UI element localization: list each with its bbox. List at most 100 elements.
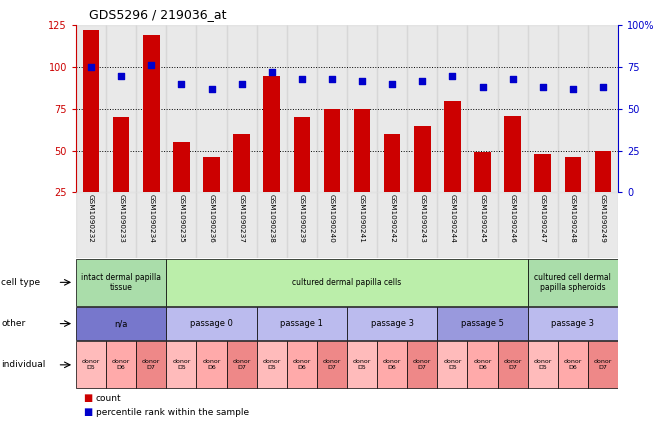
Bar <box>474 152 491 234</box>
Point <box>266 69 277 76</box>
Text: donor
D5: donor D5 <box>82 360 100 370</box>
Bar <box>527 192 558 258</box>
Bar <box>407 341 438 388</box>
Text: GSM1090247: GSM1090247 <box>540 194 546 243</box>
Bar <box>498 341 527 388</box>
Text: passage 5: passage 5 <box>461 319 504 328</box>
Text: percentile rank within the sample: percentile rank within the sample <box>96 407 249 417</box>
Bar <box>256 25 287 192</box>
Bar <box>256 308 347 340</box>
Bar <box>354 109 370 234</box>
Text: donor
D7: donor D7 <box>233 360 251 370</box>
Bar <box>595 151 611 234</box>
Bar <box>527 308 618 340</box>
Text: donor
D6: donor D6 <box>202 360 221 370</box>
Bar <box>106 341 136 388</box>
Bar <box>564 157 581 234</box>
Text: count: count <box>96 393 122 403</box>
Bar <box>203 157 220 234</box>
Point <box>387 80 397 87</box>
Point <box>116 72 126 79</box>
Bar <box>588 25 618 192</box>
Point <box>206 85 217 92</box>
Text: donor
D6: donor D6 <box>112 360 130 370</box>
Bar <box>76 341 106 388</box>
Text: GSM1090232: GSM1090232 <box>88 194 94 243</box>
Bar <box>167 341 196 388</box>
Bar <box>136 192 167 258</box>
Bar <box>293 117 310 234</box>
Text: passage 3: passage 3 <box>551 319 594 328</box>
Bar <box>414 126 430 234</box>
Bar <box>384 134 401 234</box>
Bar <box>76 25 106 192</box>
Bar <box>527 259 618 306</box>
Bar <box>76 308 167 340</box>
Text: other: other <box>1 319 26 328</box>
Text: n/a: n/a <box>114 319 128 328</box>
Bar <box>167 192 196 258</box>
Text: GSM1090238: GSM1090238 <box>269 194 275 243</box>
Text: GSM1090233: GSM1090233 <box>118 194 124 243</box>
Point <box>327 75 337 82</box>
Text: GSM1090236: GSM1090236 <box>208 194 215 243</box>
Bar <box>407 25 438 192</box>
Text: donor
D6: donor D6 <box>564 360 582 370</box>
Text: donor
D7: donor D7 <box>594 360 612 370</box>
Bar <box>317 192 347 258</box>
Bar <box>287 25 317 192</box>
Bar <box>143 36 159 234</box>
Text: GSM1090248: GSM1090248 <box>570 194 576 243</box>
Bar <box>136 341 167 388</box>
Bar <box>227 341 256 388</box>
Text: GSM1090243: GSM1090243 <box>419 194 425 243</box>
Bar <box>558 341 588 388</box>
Bar <box>498 25 527 192</box>
Bar <box>167 25 196 192</box>
Bar <box>256 341 287 388</box>
Text: donor
D5: donor D5 <box>353 360 371 370</box>
Bar <box>558 192 588 258</box>
Bar <box>438 308 527 340</box>
Bar <box>227 192 256 258</box>
Text: passage 0: passage 0 <box>190 319 233 328</box>
Bar <box>233 134 250 234</box>
Point <box>477 84 488 91</box>
Text: ■: ■ <box>83 407 92 417</box>
Text: GDS5296 / 219036_at: GDS5296 / 219036_at <box>89 8 227 21</box>
Bar <box>588 192 618 258</box>
Bar <box>527 25 558 192</box>
Text: cell type: cell type <box>1 278 40 287</box>
Bar <box>438 341 467 388</box>
Text: GSM1090245: GSM1090245 <box>479 194 486 243</box>
Text: intact dermal papilla
tissue: intact dermal papilla tissue <box>81 273 161 292</box>
Bar <box>106 25 136 192</box>
Bar <box>83 30 99 234</box>
Bar <box>467 192 498 258</box>
Point <box>357 77 368 84</box>
Text: donor
D5: donor D5 <box>173 360 190 370</box>
Text: donor
D7: donor D7 <box>142 360 161 370</box>
Bar <box>444 101 461 234</box>
Text: passage 3: passage 3 <box>371 319 414 328</box>
Bar <box>347 308 438 340</box>
Bar <box>588 341 618 388</box>
Point <box>447 72 457 79</box>
Text: donor
D6: donor D6 <box>473 360 492 370</box>
Bar <box>106 192 136 258</box>
Bar <box>287 192 317 258</box>
Text: GSM1090246: GSM1090246 <box>510 194 516 243</box>
Bar <box>527 341 558 388</box>
Text: donor
D7: donor D7 <box>323 360 341 370</box>
Bar <box>558 25 588 192</box>
Text: individual: individual <box>1 360 46 369</box>
Text: donor
D7: donor D7 <box>413 360 432 370</box>
Bar <box>227 25 256 192</box>
Bar <box>287 341 317 388</box>
Text: GSM1090242: GSM1090242 <box>389 194 395 243</box>
Point <box>86 64 97 71</box>
Bar <box>113 117 130 234</box>
Point <box>598 84 608 91</box>
Text: GSM1090244: GSM1090244 <box>449 194 455 243</box>
Text: donor
D5: donor D5 <box>533 360 552 370</box>
